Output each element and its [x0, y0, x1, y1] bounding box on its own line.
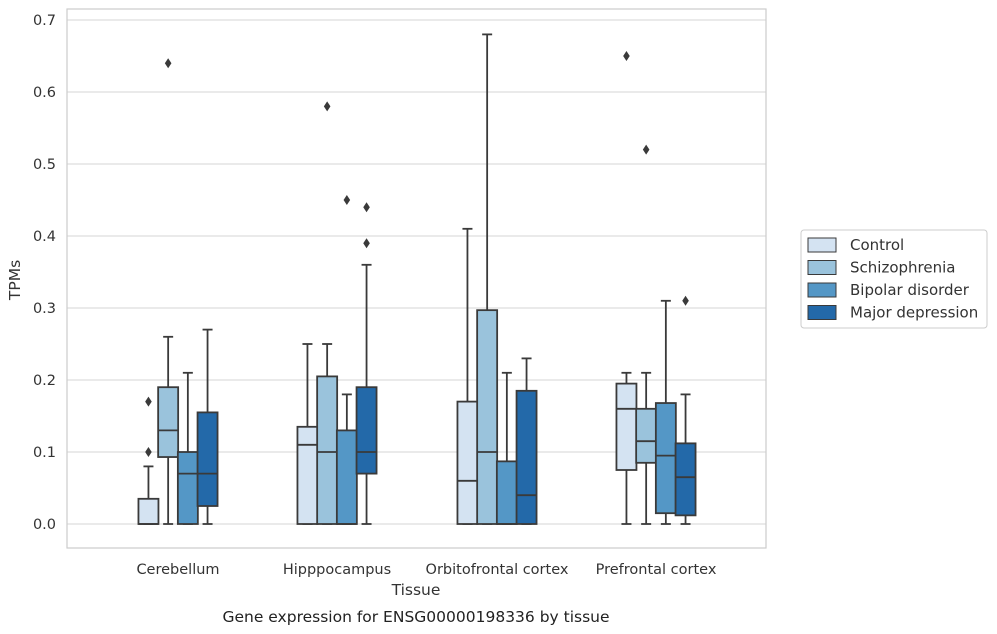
outlier-point: [682, 295, 689, 306]
legend-frame: [800, 229, 988, 329]
y-axis-ticks: 0.0 0.1 0.2 0.3 0.4 0.5 0.6 0.7: [33, 13, 56, 533]
y-axis-label: TPMs: [6, 260, 24, 301]
box-group: [515, 357, 538, 525]
outlier-point: [145, 447, 152, 457]
box: [316, 375, 339, 525]
box-group: [196, 328, 219, 525]
legend: Control Schizophrenia Bipolar disorder Majo…: [800, 229, 988, 329]
box: [335, 429, 358, 525]
box: [615, 382, 638, 471]
x-axis-label: Tissue: [391, 581, 441, 599]
x-tick-label: Cerebellum: [136, 562, 219, 578]
box-group: [137, 396, 160, 525]
outlier-point: [363, 238, 370, 249]
legend-label: Major depression: [850, 304, 978, 322]
box: [674, 442, 697, 517]
x-tick-label: Hipppocampus: [283, 562, 391, 578]
box: [456, 400, 479, 525]
legend-label: Bipolar disorder: [850, 281, 970, 299]
legend-swatch: [807, 282, 837, 298]
outlier-point: [623, 51, 630, 61]
legend-swatch: [807, 260, 837, 275]
box: [296, 425, 319, 525]
plot-area: [137, 33, 697, 525]
outlier-point: [145, 396, 152, 407]
y-tick-label: 0.1: [33, 445, 56, 461]
figure-caption: Gene expression for ENSG00000198336 by t…: [222, 608, 609, 626]
x-axis-ticks: Cerebellum Hipppocampus Orbitofrontal cort…: [136, 562, 716, 578]
plot-frame: [66, 8, 767, 549]
x-tick-label: Prefrontal cortex: [596, 562, 717, 578]
box: [476, 309, 499, 525]
legend-label: Control: [850, 236, 904, 254]
x-tick-label: Orbitofrontal cortex: [426, 562, 569, 578]
box: [654, 402, 677, 515]
y-tick-label: 0.7: [33, 13, 56, 29]
outlier-point: [164, 58, 172, 69]
box: [515, 389, 538, 525]
box: [495, 460, 518, 525]
legend-items: Control Schizophrenia Bipolar disorder Majo…: [807, 236, 978, 322]
y-tick-label: 0.6: [33, 85, 56, 101]
y-tick-label: 0.4: [33, 229, 56, 245]
y-tick-label: 0.0: [33, 517, 56, 533]
outlier-point: [363, 202, 370, 213]
y-tick-label: 0.5: [33, 157, 56, 173]
legend-swatch: [807, 237, 837, 253]
box: [196, 411, 219, 507]
box: [137, 497, 160, 525]
box: [635, 407, 658, 464]
legend-label: Schizophrenia: [850, 259, 955, 277]
legend-swatch: [807, 305, 837, 320]
box-group: [157, 58, 180, 525]
box: [355, 386, 378, 475]
box-group: [674, 295, 697, 525]
box-group: [476, 33, 499, 525]
box-group: [355, 202, 378, 525]
outlier-point: [642, 144, 650, 155]
box: [157, 386, 180, 458]
y-tick-label: 0.2: [33, 373, 56, 389]
box: [176, 451, 199, 525]
y-tick-label: 0.3: [33, 301, 56, 317]
box-group: [335, 195, 358, 525]
outlier-point: [343, 195, 351, 205]
outlier-point: [323, 101, 331, 112]
